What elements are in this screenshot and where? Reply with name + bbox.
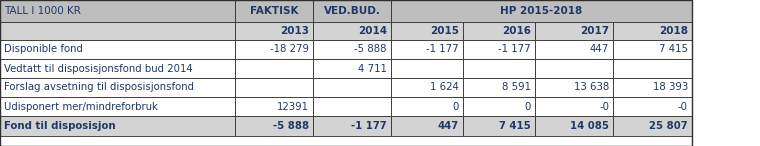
Text: -5 888: -5 888 (273, 121, 309, 131)
Bar (463, 22, 535, 40)
Bar (463, 59, 535, 78)
Bar (463, 40, 535, 59)
Text: HP 2015-2018: HP 2015-2018 (500, 6, 583, 16)
Text: Udisponert mer/mindreforbruk: Udisponert mer/mindreforbruk (4, 101, 158, 112)
Bar (391, 0, 692, 22)
Text: 447: 447 (590, 45, 609, 54)
Text: -1 177: -1 177 (426, 45, 459, 54)
Text: VED.BUD.: VED.BUD. (324, 6, 381, 16)
Text: -0: -0 (678, 101, 688, 112)
Bar (613, 22, 692, 40)
Text: 2015: 2015 (430, 26, 459, 36)
Text: -0: -0 (599, 101, 609, 112)
Bar (235, 116, 313, 136)
Bar (235, 59, 313, 78)
Bar (313, 78, 391, 97)
Text: 14 085: 14 085 (570, 121, 609, 131)
Bar (391, 59, 463, 78)
Bar (391, 40, 463, 59)
Text: Vedtatt til disposisjonsfond bud 2014: Vedtatt til disposisjonsfond bud 2014 (4, 64, 193, 73)
Bar (235, 97, 313, 116)
Text: 0: 0 (453, 101, 459, 112)
Text: 2014: 2014 (358, 26, 387, 36)
Bar (613, 97, 692, 116)
Bar (0, 59, 235, 78)
Bar (313, 22, 391, 40)
Text: 18 393: 18 393 (653, 82, 688, 93)
Bar (313, 0, 391, 22)
Text: 2017: 2017 (580, 26, 609, 36)
Bar (235, 78, 313, 97)
Bar (613, 40, 692, 59)
Bar (463, 97, 535, 116)
Bar (535, 116, 613, 136)
Bar (313, 116, 391, 136)
Bar (313, 40, 391, 59)
Bar (0, 116, 235, 136)
Bar (613, 78, 692, 97)
Bar (463, 116, 535, 136)
Bar (391, 97, 463, 116)
Bar (0, 78, 235, 97)
Bar (391, 116, 463, 136)
Text: 2013: 2013 (280, 26, 309, 36)
Bar (313, 59, 391, 78)
Text: 1 624: 1 624 (430, 82, 459, 93)
Bar (535, 59, 613, 78)
Bar (613, 116, 692, 136)
Bar (0, 0, 235, 22)
Bar (313, 97, 391, 116)
Bar (535, 97, 613, 116)
Text: 12391: 12391 (277, 101, 309, 112)
Text: 8 591: 8 591 (502, 82, 531, 93)
Text: 0: 0 (524, 101, 531, 112)
Text: Forslag avsetning til disposisjonsfond: Forslag avsetning til disposisjonsfond (4, 82, 194, 93)
Bar (391, 22, 463, 40)
Bar (235, 40, 313, 59)
Bar (391, 78, 463, 97)
Text: TALL I 1000 KR: TALL I 1000 KR (4, 6, 81, 16)
Text: 2016: 2016 (502, 26, 531, 36)
Text: 7 415: 7 415 (659, 45, 688, 54)
Bar (235, 22, 313, 40)
Text: 13 638: 13 638 (574, 82, 609, 93)
Text: -1 177: -1 177 (351, 121, 387, 131)
Bar (0, 97, 235, 116)
Bar (535, 40, 613, 59)
Bar (0, 40, 235, 59)
Text: 2018: 2018 (659, 26, 688, 36)
Bar (613, 59, 692, 78)
Text: -18 279: -18 279 (270, 45, 309, 54)
Text: -1 177: -1 177 (499, 45, 531, 54)
Bar (0, 22, 235, 40)
Text: Fond til disposisjon: Fond til disposisjon (4, 121, 116, 131)
Text: -5 888: -5 888 (354, 45, 387, 54)
Text: 25 807: 25 807 (649, 121, 688, 131)
Text: 4 711: 4 711 (358, 64, 387, 73)
Bar (463, 78, 535, 97)
Bar (535, 78, 613, 97)
Text: 447: 447 (438, 121, 459, 131)
Text: Disponible fond: Disponible fond (4, 45, 83, 54)
Bar (535, 22, 613, 40)
Bar (235, 0, 313, 22)
Text: FAKTISK: FAKTISK (250, 6, 298, 16)
Text: 7 415: 7 415 (499, 121, 531, 131)
